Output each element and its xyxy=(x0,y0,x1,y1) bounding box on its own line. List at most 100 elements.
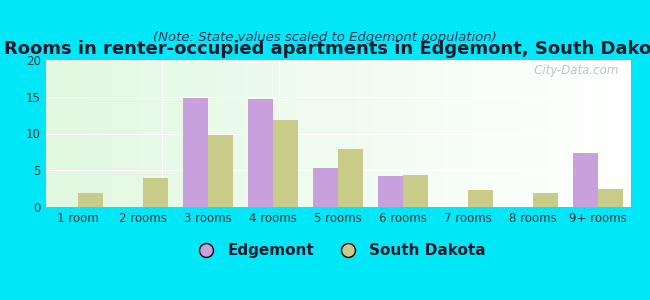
Bar xyxy=(248,99,273,207)
Bar xyxy=(186,60,192,207)
Bar xyxy=(356,60,361,207)
Text: (Note: State values scaled to Edgemont population): (Note: State values scaled to Edgemont p… xyxy=(153,32,497,44)
Bar xyxy=(285,60,291,207)
Bar xyxy=(361,60,367,207)
Bar xyxy=(484,60,490,207)
Bar xyxy=(619,60,625,207)
Bar xyxy=(104,60,110,207)
Bar xyxy=(221,60,227,207)
Bar xyxy=(443,60,449,207)
Bar xyxy=(350,60,356,207)
Bar xyxy=(496,60,502,207)
Bar xyxy=(122,60,127,207)
Bar xyxy=(208,135,233,207)
Bar xyxy=(57,60,63,207)
Bar xyxy=(560,60,566,207)
Bar xyxy=(86,60,92,207)
Bar xyxy=(133,60,139,207)
Bar xyxy=(449,60,455,207)
Bar xyxy=(613,60,619,207)
Bar xyxy=(367,60,373,207)
Bar xyxy=(543,60,549,207)
Bar xyxy=(209,60,215,207)
Bar xyxy=(625,60,630,207)
Bar xyxy=(203,60,209,207)
Bar xyxy=(273,120,298,207)
Bar xyxy=(291,60,297,207)
Bar xyxy=(385,60,391,207)
Bar xyxy=(607,60,613,207)
Bar xyxy=(537,60,543,207)
Bar xyxy=(280,60,285,207)
Bar xyxy=(420,60,426,207)
Bar xyxy=(490,60,496,207)
Bar xyxy=(566,60,572,207)
Bar xyxy=(598,189,623,207)
Bar xyxy=(531,60,537,207)
Title: Rooms in renter-occupied apartments in Edgemont, South Dakota: Rooms in renter-occupied apartments in E… xyxy=(4,40,650,58)
Bar xyxy=(180,60,186,207)
Bar xyxy=(455,60,461,207)
Bar xyxy=(573,153,598,207)
Bar xyxy=(601,60,607,207)
Bar xyxy=(227,60,233,207)
Legend: Edgemont, South Dakota: Edgemont, South Dakota xyxy=(185,237,491,264)
Bar xyxy=(502,60,508,207)
Bar xyxy=(239,60,244,207)
Bar xyxy=(92,60,98,207)
Bar xyxy=(338,149,363,207)
Bar xyxy=(396,60,402,207)
Bar xyxy=(262,60,268,207)
Bar xyxy=(461,60,467,207)
Bar xyxy=(110,60,116,207)
Bar xyxy=(268,60,274,207)
Bar xyxy=(403,176,428,207)
Bar xyxy=(51,60,57,207)
Bar xyxy=(473,60,478,207)
Bar xyxy=(168,60,174,207)
Bar xyxy=(215,60,221,207)
Bar xyxy=(554,60,560,207)
Bar xyxy=(590,60,595,207)
Bar xyxy=(198,60,203,207)
Bar xyxy=(519,60,525,207)
Bar xyxy=(344,60,350,207)
Bar xyxy=(192,60,198,207)
Bar xyxy=(75,60,81,207)
Bar xyxy=(250,60,256,207)
Bar xyxy=(162,60,168,207)
Bar xyxy=(533,193,558,207)
Bar xyxy=(338,60,344,207)
Bar xyxy=(98,60,104,207)
Bar xyxy=(116,60,122,207)
Bar xyxy=(303,60,309,207)
Bar xyxy=(127,60,133,207)
Bar xyxy=(244,60,250,207)
Bar xyxy=(256,60,262,207)
Bar xyxy=(373,60,379,207)
Bar xyxy=(81,60,86,207)
Bar xyxy=(233,60,239,207)
Bar xyxy=(549,60,554,207)
Bar xyxy=(46,60,51,207)
Bar xyxy=(309,60,315,207)
Bar xyxy=(183,98,208,207)
Bar xyxy=(379,60,385,207)
Bar xyxy=(174,60,180,207)
Bar xyxy=(525,60,531,207)
Bar xyxy=(143,178,168,207)
Bar xyxy=(584,60,590,207)
Bar xyxy=(297,60,303,207)
Bar xyxy=(578,60,584,207)
Bar xyxy=(145,60,151,207)
Bar xyxy=(313,168,338,207)
Bar xyxy=(332,60,338,207)
Bar xyxy=(139,60,145,207)
Bar xyxy=(572,60,578,207)
Bar xyxy=(468,190,493,207)
Bar xyxy=(426,60,432,207)
Bar xyxy=(408,60,414,207)
Bar xyxy=(274,60,280,207)
Bar xyxy=(326,60,332,207)
Bar xyxy=(514,60,519,207)
